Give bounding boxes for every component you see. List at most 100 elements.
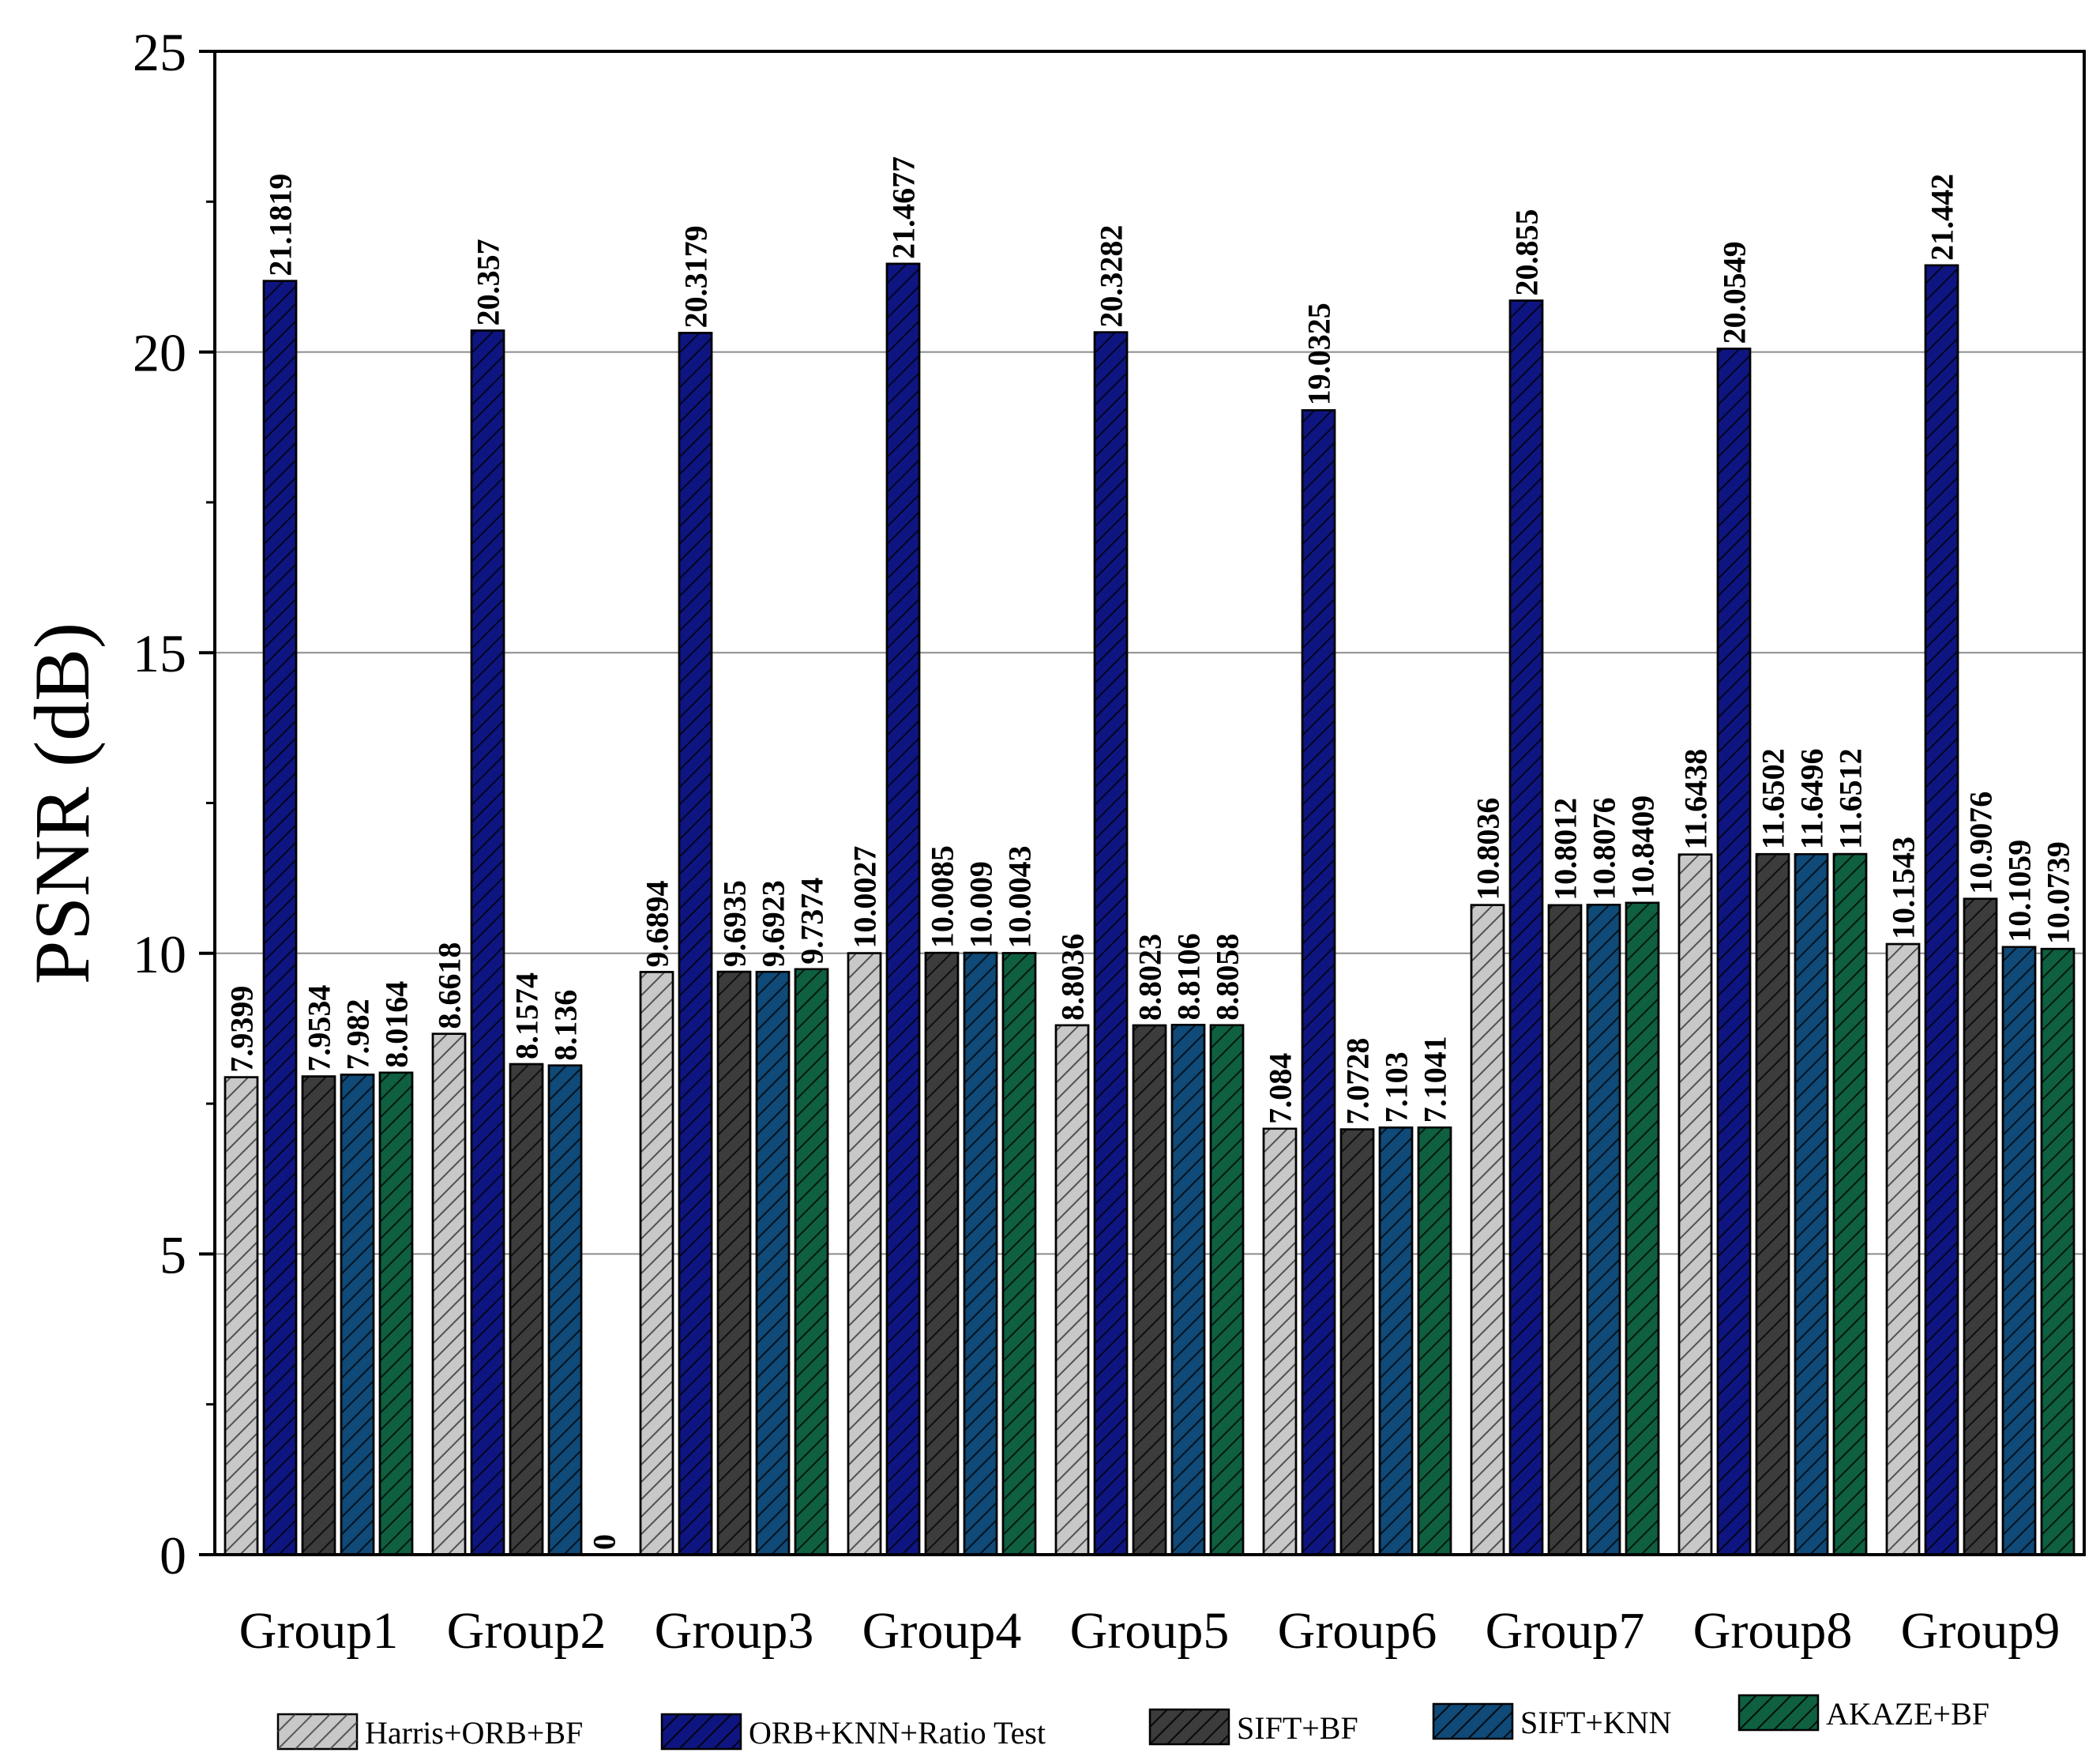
hatch-line xyxy=(1095,563,1127,597)
hatch-line xyxy=(471,1119,504,1153)
hatch-line xyxy=(225,1137,257,1171)
hatch-line xyxy=(1449,1554,1451,1555)
hatch-line xyxy=(1133,1519,1166,1553)
legend-hatch-line xyxy=(1433,1703,1452,1722)
hatch-line xyxy=(964,1172,997,1205)
hatch-line xyxy=(679,998,712,1032)
hatch-line xyxy=(302,1224,335,1258)
hatch-line xyxy=(1510,1050,1542,1084)
hatch-line xyxy=(1211,1189,1243,1223)
hatch-line xyxy=(641,1450,673,1484)
hatch-line xyxy=(641,1345,673,1379)
hatch-line xyxy=(1302,410,1334,441)
hatch-line xyxy=(1587,1241,1620,1275)
hatch-line xyxy=(1964,1154,1997,1188)
hatch-line xyxy=(471,1502,504,1536)
hatch-line xyxy=(302,1328,335,1362)
hatch-line xyxy=(1302,963,1335,997)
hatch-line xyxy=(1510,998,1542,1032)
hatch-line xyxy=(718,1363,750,1397)
hatch-line xyxy=(433,1258,465,1292)
hatch-line xyxy=(1718,963,1750,997)
hatch-line xyxy=(1964,1085,1997,1119)
hatch-line xyxy=(471,1067,504,1101)
hatch-line xyxy=(380,1172,412,1205)
hatch-line xyxy=(964,1432,997,1466)
hatch-line xyxy=(341,1397,374,1431)
hatch-line xyxy=(1211,1032,1243,1066)
hatch-line xyxy=(1925,650,1958,684)
hatch-line xyxy=(1679,998,1711,1032)
hatch-line xyxy=(679,754,712,788)
hatch-line xyxy=(1133,1293,1166,1327)
hatch-line xyxy=(471,511,504,545)
hatch-line xyxy=(1964,1015,1997,1049)
hatch-line xyxy=(549,1137,581,1171)
hatch-line xyxy=(264,563,296,597)
hatch-line xyxy=(433,1102,465,1136)
hatch-line xyxy=(1471,1380,1504,1414)
hatch-line xyxy=(1418,1137,1451,1171)
hatch-line xyxy=(795,1363,828,1397)
hatch-line xyxy=(1341,1432,1373,1466)
hatch-line xyxy=(1056,1102,1088,1136)
hatch-line xyxy=(1095,668,1127,701)
hatch-line xyxy=(1471,998,1504,1032)
hatch-line xyxy=(471,1397,504,1431)
hatch-line xyxy=(302,1172,335,1205)
hatch-line xyxy=(1795,1311,1828,1345)
hatch-line xyxy=(887,1397,919,1431)
hatch-line xyxy=(679,963,712,997)
hatch-line xyxy=(1471,1258,1504,1292)
hatch-line xyxy=(1211,1328,1243,1362)
hatch-line xyxy=(1510,337,1542,371)
hatch-line xyxy=(964,1258,997,1292)
hatch-line xyxy=(2003,946,2035,980)
hatch-line xyxy=(1172,1102,1204,1136)
hatch-line xyxy=(926,1276,958,1310)
hatch-line xyxy=(679,876,712,910)
hatch-line xyxy=(1834,1484,1866,1518)
hatch-line xyxy=(964,1345,997,1379)
hatch-line xyxy=(1587,1258,1620,1292)
hatch-line xyxy=(679,1345,712,1379)
hatch-line xyxy=(2042,1258,2074,1292)
hatch-line xyxy=(225,1415,257,1449)
hatch-line xyxy=(471,1276,504,1310)
legend-hatch-line xyxy=(1149,1709,1185,1745)
hatch-line xyxy=(1718,946,1750,980)
hatch-line xyxy=(1834,1137,1866,1171)
hatch-line xyxy=(2042,949,2056,962)
hatch-line xyxy=(679,598,712,632)
hatch-line xyxy=(1056,1519,1088,1553)
hatch-line xyxy=(1380,1154,1412,1188)
hatch-line xyxy=(1302,893,1335,927)
hatch-line xyxy=(964,1102,997,1136)
hatch-line xyxy=(757,1050,789,1084)
hatch-line xyxy=(757,980,789,1014)
hatch-line xyxy=(1834,1206,1866,1240)
hatch-line xyxy=(887,1380,919,1414)
hatch-line xyxy=(887,1154,919,1188)
hatch-line xyxy=(1925,1154,1958,1188)
hatch-line xyxy=(718,1241,750,1275)
hatch-line xyxy=(1471,1032,1504,1066)
hatch-line xyxy=(887,1206,919,1240)
hatch-line xyxy=(1925,685,1958,719)
hatch-line xyxy=(1471,946,1504,980)
hatch-line xyxy=(1095,1102,1127,1136)
hatch-line xyxy=(887,268,919,302)
hatch-line xyxy=(2003,1502,2035,1536)
hatch-line xyxy=(757,1467,789,1501)
hatch-line xyxy=(302,1380,335,1414)
hatch-line xyxy=(1095,754,1127,788)
hatch-line xyxy=(964,953,992,980)
hatch-line xyxy=(1003,1258,1035,1292)
hatch-line xyxy=(433,1380,465,1414)
legend-hatch-line xyxy=(277,1713,314,1750)
category-label: Group1 xyxy=(239,1602,399,1660)
hatch-line xyxy=(641,1258,673,1292)
hatch-line xyxy=(1964,1102,1997,1136)
hatch-line xyxy=(1587,1432,1620,1466)
